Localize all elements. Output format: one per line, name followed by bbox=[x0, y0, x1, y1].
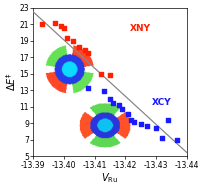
Point bbox=[117, 104, 120, 107]
Y-axis label: $\Delta E^{\ddagger}$: $\Delta E^{\ddagger}$ bbox=[4, 73, 18, 91]
Point bbox=[120, 108, 123, 111]
Point bbox=[62, 26, 65, 29]
Point bbox=[83, 48, 86, 51]
Text: XCY: XCY bbox=[152, 98, 171, 107]
Point bbox=[53, 22, 56, 25]
Point bbox=[86, 86, 89, 89]
Point bbox=[71, 39, 74, 42]
X-axis label: $V_{\rm Ru}$: $V_{\rm Ru}$ bbox=[101, 171, 118, 185]
Point bbox=[132, 120, 135, 123]
Point bbox=[77, 46, 80, 49]
Point bbox=[175, 138, 178, 141]
Point bbox=[99, 72, 102, 75]
Point bbox=[166, 119, 169, 122]
Point bbox=[126, 113, 129, 116]
Point bbox=[102, 90, 105, 93]
Text: XNY: XNY bbox=[129, 24, 150, 33]
Point bbox=[65, 37, 68, 40]
Point bbox=[144, 124, 148, 127]
Point bbox=[41, 23, 44, 26]
Point bbox=[86, 52, 89, 55]
Point bbox=[108, 97, 111, 100]
Point bbox=[108, 74, 111, 77]
Point bbox=[59, 24, 62, 27]
Point bbox=[138, 123, 141, 126]
Point bbox=[160, 137, 163, 140]
Point bbox=[111, 101, 114, 104]
Point bbox=[154, 127, 157, 130]
Point bbox=[129, 119, 132, 122]
